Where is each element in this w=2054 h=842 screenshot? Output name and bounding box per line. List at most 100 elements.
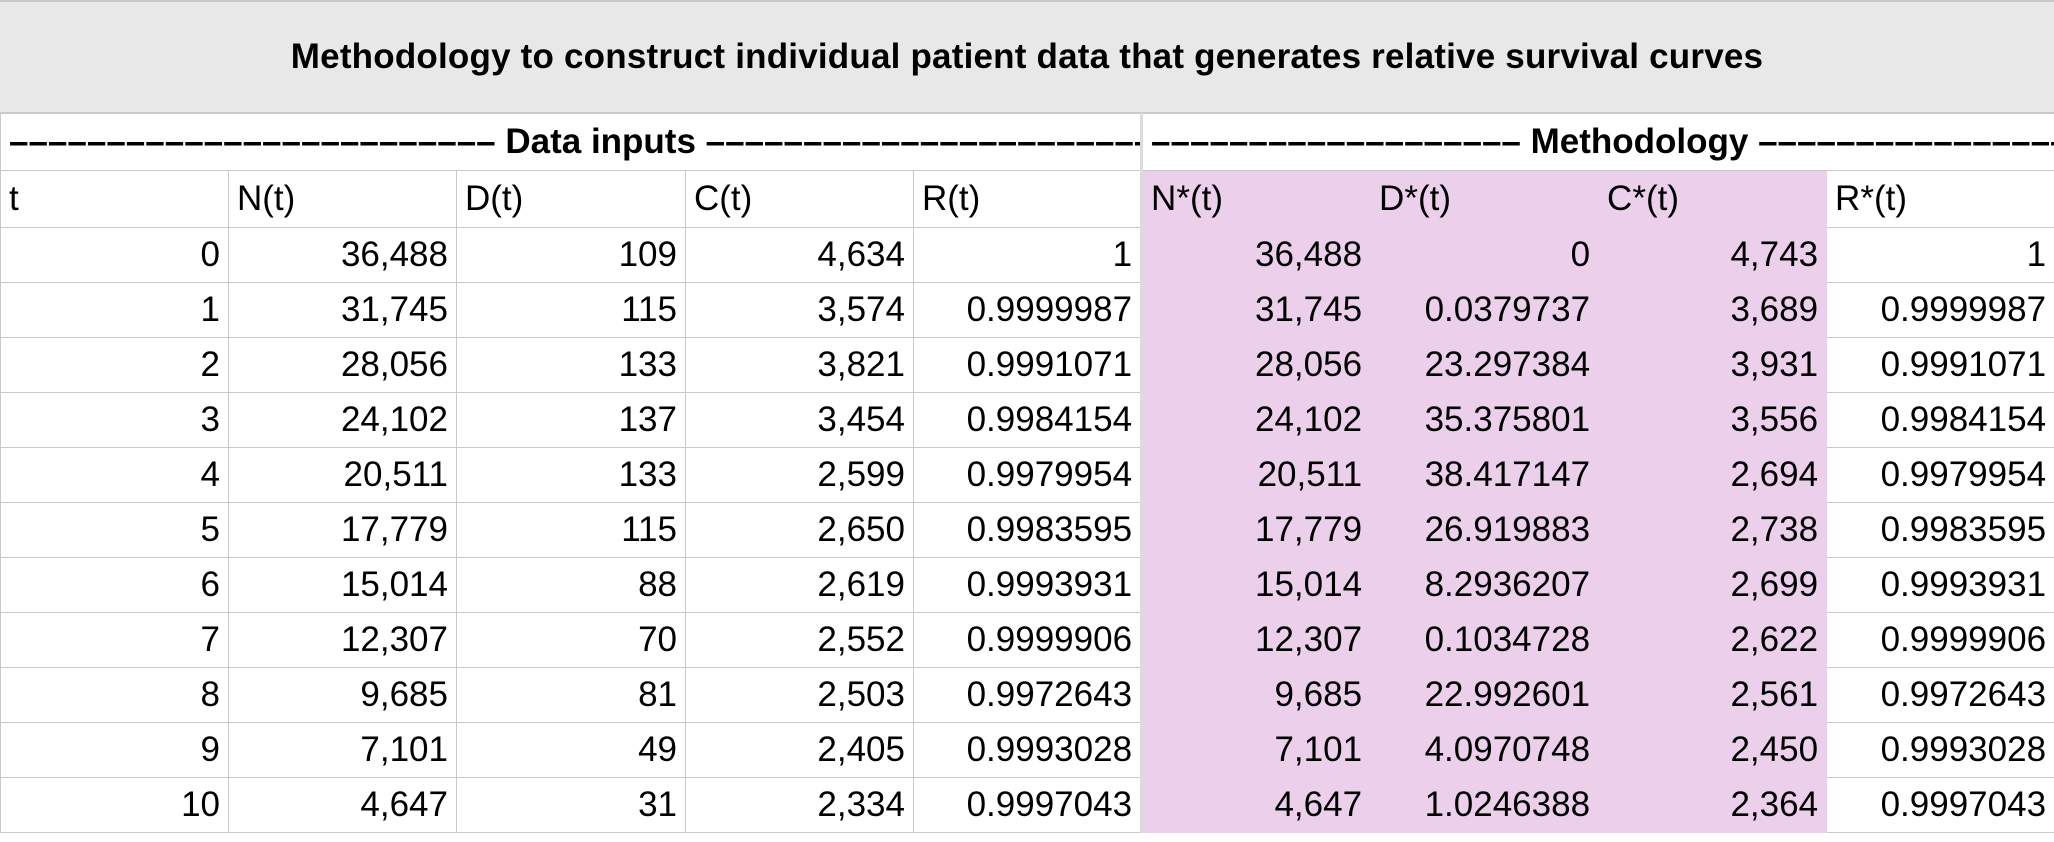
cell-c-star[interactable]: 2,364	[1598, 777, 1828, 833]
cell-d-star[interactable]: 22.992601	[1370, 667, 1600, 723]
cell-n-star[interactable]: 9,685	[1140, 667, 1372, 723]
cell-r[interactable]: 0.9993028	[912, 722, 1143, 778]
cell-t[interactable]: 5	[0, 502, 229, 558]
cell-c[interactable]: 3,574	[685, 282, 914, 338]
column-header-d[interactable]: D(t)	[456, 170, 686, 228]
cell-r[interactable]: 0.9979954	[912, 447, 1143, 503]
cell-r-star[interactable]: 0.9993931	[1826, 557, 2054, 613]
cell-r-star[interactable]: 0.9993028	[1826, 722, 2054, 778]
cell-d-star[interactable]: 38.417147	[1370, 447, 1600, 503]
cell-c[interactable]: 3,821	[685, 337, 914, 393]
cell-d[interactable]: 70	[456, 612, 686, 668]
cell-n[interactable]: 28,056	[228, 337, 457, 393]
cell-n[interactable]: 12,307	[228, 612, 457, 668]
cell-n-star[interactable]: 20,511	[1140, 447, 1372, 503]
cell-c-star[interactable]: 3,931	[1598, 337, 1828, 393]
column-header-c-star[interactable]: C*(t)	[1598, 170, 1828, 228]
cell-n[interactable]: 31,745	[228, 282, 457, 338]
column-header-d-star[interactable]: D*(t)	[1370, 170, 1600, 228]
group-methodology[interactable]: ––––––––––––––––––– Methodology ––––––––…	[1140, 113, 2054, 171]
cell-d-star[interactable]: 4.0970748	[1370, 722, 1600, 778]
cell-r[interactable]: 0.9993931	[912, 557, 1143, 613]
cell-r-star[interactable]: 0.9972643	[1826, 667, 2054, 723]
cell-n-star[interactable]: 15,014	[1140, 557, 1372, 613]
cell-d[interactable]: 109	[456, 227, 686, 283]
cell-r[interactable]: 0.9972643	[912, 667, 1143, 723]
cell-d[interactable]: 81	[456, 667, 686, 723]
cell-d-star[interactable]: 8.2936207	[1370, 557, 1600, 613]
cell-c-star[interactable]: 3,689	[1598, 282, 1828, 338]
cell-t[interactable]: 10	[0, 777, 229, 833]
cell-c[interactable]: 2,650	[685, 502, 914, 558]
cell-c[interactable]: 2,334	[685, 777, 914, 833]
cell-d-star[interactable]: 0	[1370, 227, 1600, 283]
cell-t[interactable]: 8	[0, 667, 229, 723]
cell-c[interactable]: 4,634	[685, 227, 914, 283]
cell-r-star[interactable]: 0.9999906	[1826, 612, 2054, 668]
cell-t[interactable]: 9	[0, 722, 229, 778]
cell-c-star[interactable]: 2,699	[1598, 557, 1828, 613]
column-header-c[interactable]: C(t)	[685, 170, 914, 228]
cell-d[interactable]: 115	[456, 282, 686, 338]
cell-d-star[interactable]: 1.0246388	[1370, 777, 1600, 833]
column-header-r[interactable]: R(t)	[912, 170, 1143, 228]
cell-n[interactable]: 7,101	[228, 722, 457, 778]
cell-r[interactable]: 0.9999987	[912, 282, 1143, 338]
cell-r-star[interactable]: 0.9997043	[1826, 777, 2054, 833]
cell-c-star[interactable]: 3,556	[1598, 392, 1828, 448]
cell-c-star[interactable]: 2,622	[1598, 612, 1828, 668]
cell-d[interactable]: 31	[456, 777, 686, 833]
cell-t[interactable]: 7	[0, 612, 229, 668]
cell-n-star[interactable]: 31,745	[1140, 282, 1372, 338]
cell-t[interactable]: 0	[0, 227, 229, 283]
cell-d-star[interactable]: 0.1034728	[1370, 612, 1600, 668]
cell-c[interactable]: 2,405	[685, 722, 914, 778]
cell-c[interactable]: 2,619	[685, 557, 914, 613]
cell-n-star[interactable]: 12,307	[1140, 612, 1372, 668]
cell-d[interactable]: 88	[456, 557, 686, 613]
cell-c-star[interactable]: 2,450	[1598, 722, 1828, 778]
cell-d[interactable]: 137	[456, 392, 686, 448]
cell-r[interactable]: 1	[912, 227, 1143, 283]
cell-t[interactable]: 2	[0, 337, 229, 393]
cell-r-star[interactable]: 0.9979954	[1826, 447, 2054, 503]
column-header-t[interactable]: t	[0, 170, 229, 228]
cell-r[interactable]: 0.9991071	[912, 337, 1143, 393]
cell-c-star[interactable]: 2,561	[1598, 667, 1828, 723]
cell-r[interactable]: 0.9984154	[912, 392, 1143, 448]
cell-c-star[interactable]: 4,743	[1598, 227, 1828, 283]
cell-t[interactable]: 4	[0, 447, 229, 503]
cell-r-star[interactable]: 0.9983595	[1826, 502, 2054, 558]
cell-r-star[interactable]: 0.9991071	[1826, 337, 2054, 393]
cell-c[interactable]: 3,454	[685, 392, 914, 448]
cell-c[interactable]: 2,599	[685, 447, 914, 503]
cell-n-star[interactable]: 7,101	[1140, 722, 1372, 778]
cell-n[interactable]: 9,685	[228, 667, 457, 723]
cell-d-star[interactable]: 26.919883	[1370, 502, 1600, 558]
column-header-n-star[interactable]: N*(t)	[1140, 170, 1372, 228]
cell-c[interactable]: 2,503	[685, 667, 914, 723]
cell-t[interactable]: 6	[0, 557, 229, 613]
cell-n[interactable]: 17,779	[228, 502, 457, 558]
cell-t[interactable]: 3	[0, 392, 229, 448]
cell-d[interactable]: 49	[456, 722, 686, 778]
cell-d[interactable]: 133	[456, 337, 686, 393]
cell-d[interactable]: 115	[456, 502, 686, 558]
cell-n[interactable]: 20,511	[228, 447, 457, 503]
cell-d[interactable]: 133	[456, 447, 686, 503]
cell-c[interactable]: 2,552	[685, 612, 914, 668]
group-data-inputs[interactable]: ––––––––––––––––––––––––– Data inputs ––…	[0, 113, 1143, 171]
cell-n[interactable]: 15,014	[228, 557, 457, 613]
cell-n[interactable]: 36,488	[228, 227, 457, 283]
column-header-r-star[interactable]: R*(t)	[1826, 170, 2054, 228]
cell-n-star[interactable]: 24,102	[1140, 392, 1372, 448]
cell-r-star[interactable]: 1	[1826, 227, 2054, 283]
cell-d-star[interactable]: 0.0379737	[1370, 282, 1600, 338]
cell-n-star[interactable]: 36,488	[1140, 227, 1372, 283]
cell-d-star[interactable]: 35.375801	[1370, 392, 1600, 448]
cell-n[interactable]: 24,102	[228, 392, 457, 448]
cell-r-star[interactable]: 0.9999987	[1826, 282, 2054, 338]
cell-c-star[interactable]: 2,738	[1598, 502, 1828, 558]
cell-n[interactable]: 4,647	[228, 777, 457, 833]
cell-t[interactable]: 1	[0, 282, 229, 338]
